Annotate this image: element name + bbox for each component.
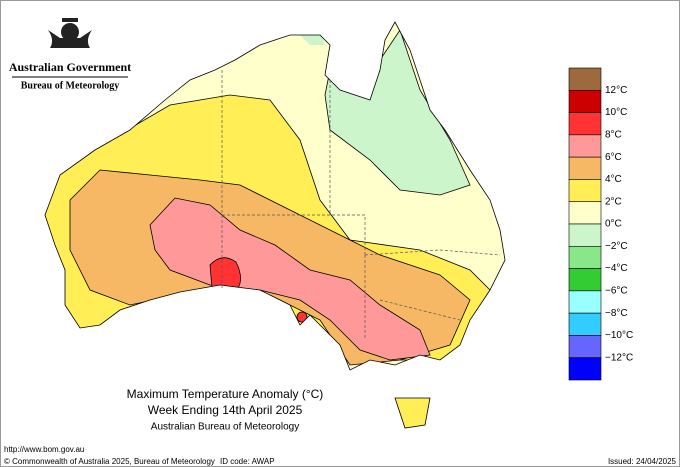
legend-label: −8°C xyxy=(605,308,628,319)
legend-label: 12°C xyxy=(605,85,627,96)
crest xyxy=(48,18,92,48)
legend-swatch xyxy=(568,268,602,292)
legend-swatch xyxy=(568,134,602,158)
legend-label: −6°C xyxy=(605,285,628,296)
legend-label: 4°C xyxy=(605,174,622,185)
legend-label: 10°C xyxy=(605,107,627,118)
legend-label: 8°C xyxy=(605,129,622,140)
legend-swatch xyxy=(568,290,602,314)
legend-label: 6°C xyxy=(605,152,622,163)
legend: 12°C 10°C 8°C 6°C 4°C 2°C 0°C −2°C −4°C −6°C −8°C −… xyxy=(568,67,633,381)
legend-swatch xyxy=(568,201,602,225)
legend-swatch xyxy=(568,335,602,359)
copyright: © Commonwealth of Australia 2025, Bureau… xyxy=(4,457,215,466)
subtitle: Week Ending 14th April 2025 xyxy=(148,403,303,417)
legend-swatch xyxy=(568,357,602,381)
legend-swatch xyxy=(568,312,602,336)
agency: Australian Government xyxy=(9,60,131,74)
legend-swatch xyxy=(568,112,602,136)
tasmania xyxy=(394,397,431,429)
legend-label: −4°C xyxy=(605,263,628,274)
legend-swatch xyxy=(568,67,602,91)
legend-swatch xyxy=(568,223,602,247)
legend-swatch xyxy=(568,156,602,180)
bureau: Bureau of Meteorology xyxy=(21,80,120,91)
legend-label: −12°C xyxy=(605,352,633,363)
id-code: ID code: AWAP xyxy=(220,457,275,466)
issued: Issued: 24/04/2025 xyxy=(608,457,677,466)
title: Maximum Temperature Anomaly (°C) xyxy=(127,387,324,401)
legend-swatch xyxy=(568,245,602,269)
state-borders xyxy=(221,70,501,340)
legend-swatch xyxy=(568,89,602,113)
legend-label: 2°C xyxy=(605,196,622,207)
legend-label: −2°C xyxy=(605,241,628,252)
source: Australian Bureau of Meteorology xyxy=(151,422,299,433)
legend-label: −10°C xyxy=(605,330,633,341)
url: http://www.bom.gov.au xyxy=(4,445,84,454)
legend-label: 0°C xyxy=(605,219,622,230)
legend-swatch xyxy=(568,179,602,203)
